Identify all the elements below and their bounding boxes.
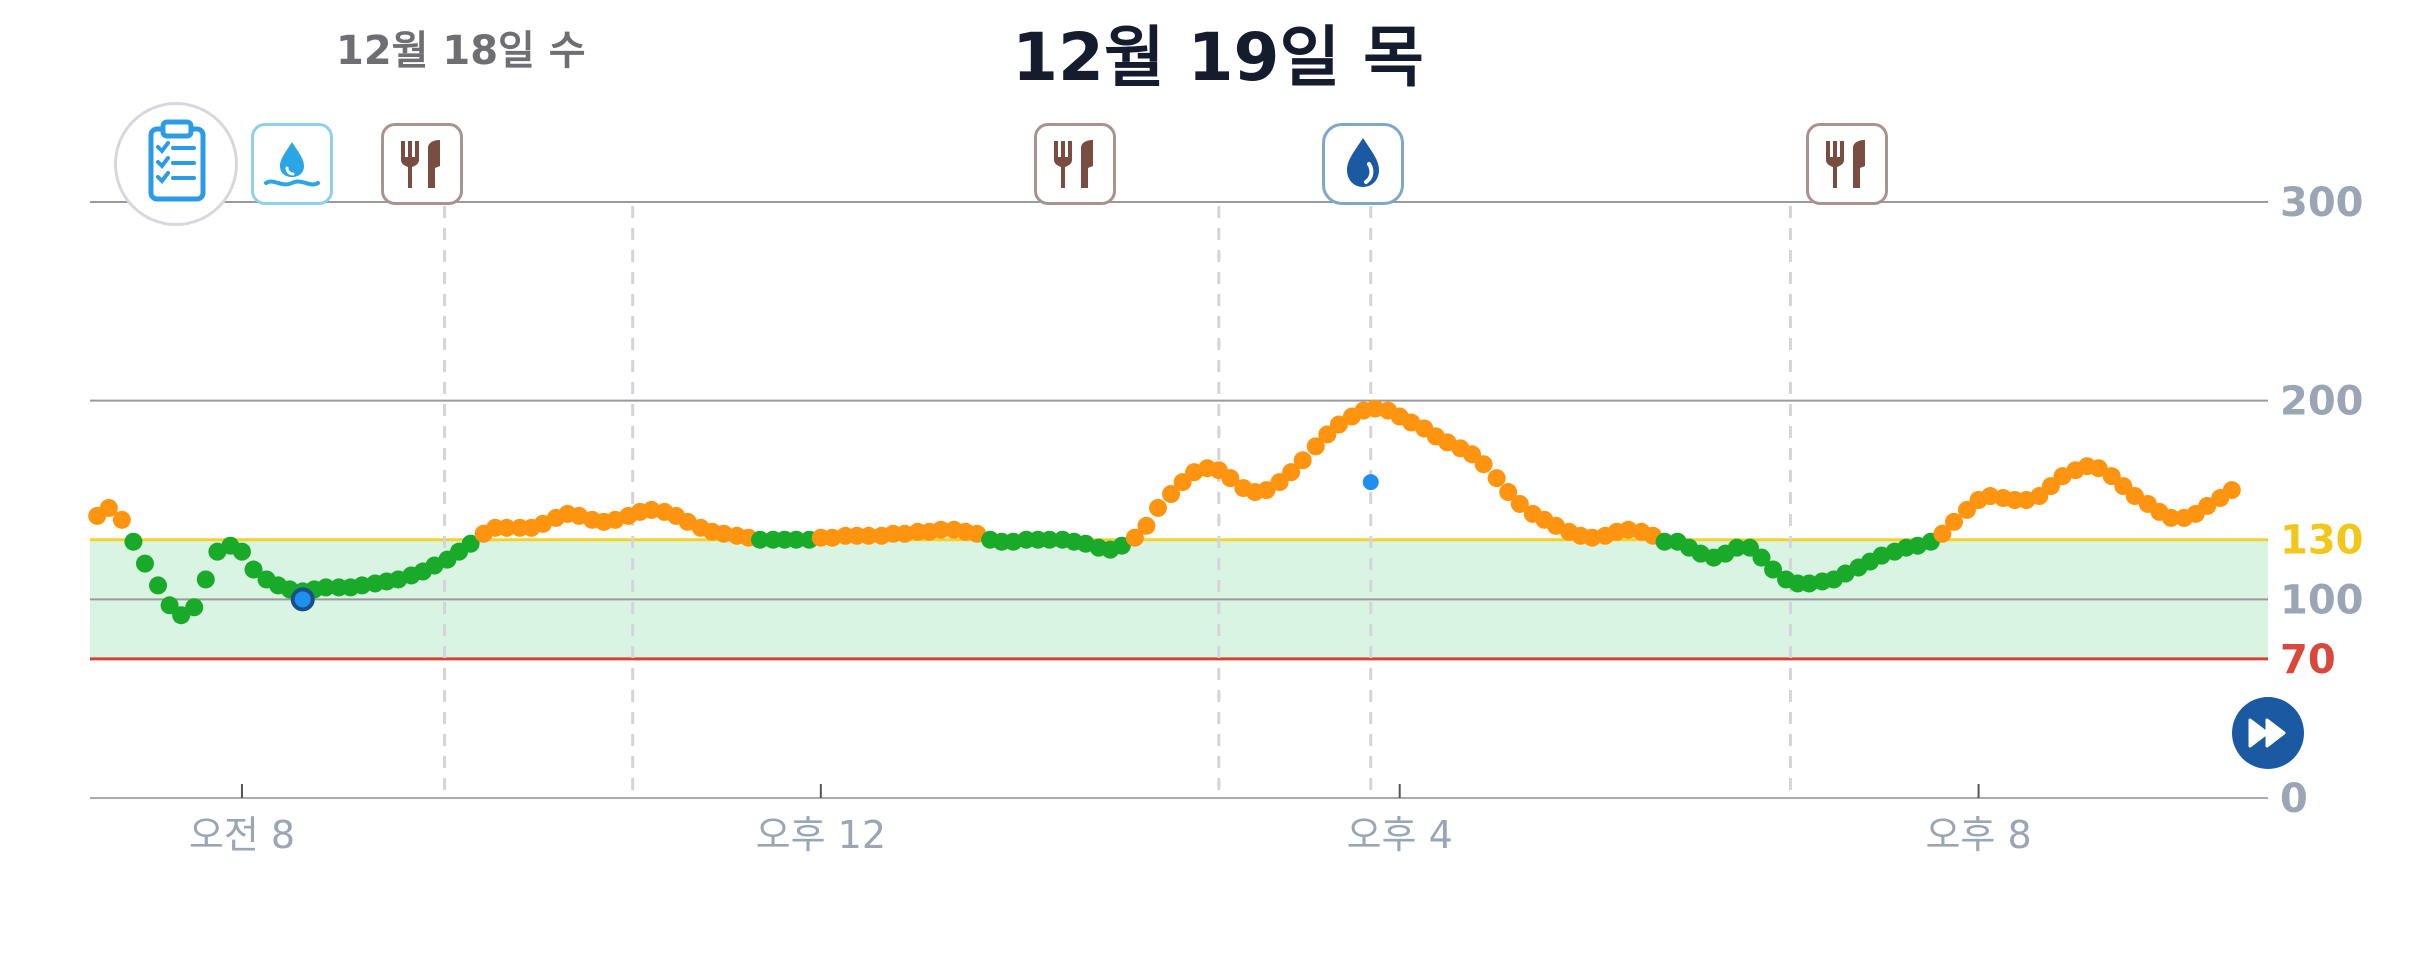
glucose-point-116	[1487, 469, 1506, 488]
water-drop-wave-icon	[264, 142, 320, 187]
manual-reading-1	[1362, 474, 1379, 491]
clipboard-checklist-icon	[148, 119, 206, 202]
y-tick-label-300: 300	[2280, 180, 2364, 226]
glucose-point-139	[1764, 560, 1783, 579]
glucose-point-1	[99, 498, 118, 517]
glucose-point-89	[1162, 485, 1181, 504]
glucose-point-12	[232, 542, 251, 561]
glucose-point-88	[1149, 498, 1168, 517]
glucose-point-117	[1499, 483, 1518, 502]
y-tick-label-130: 130	[2280, 518, 2364, 564]
glucose-point-154	[1944, 512, 1963, 531]
event-meal-icon-0[interactable]	[381, 123, 463, 205]
glucose-point-31	[461, 534, 480, 553]
y-tick-label-0: 0	[2280, 776, 2308, 822]
x-tick-label-16: 오후 4	[1347, 813, 1453, 857]
glucose-point-153	[1933, 524, 1952, 543]
glucose-point-103	[1329, 415, 1348, 434]
glucose-point-4	[135, 554, 154, 573]
glucose-point-138	[1752, 548, 1771, 567]
glucose-point-55	[751, 530, 770, 549]
glucose-point-79	[1040, 530, 1059, 549]
glucose-point-2	[112, 510, 131, 529]
glucose-point-19	[316, 578, 335, 597]
x-tick-label-20: 오후 8	[1925, 813, 2031, 857]
fork-knife-icon	[401, 140, 440, 188]
fork-knife-icon	[1054, 140, 1093, 188]
glucose-point-58	[787, 530, 806, 549]
glucose-point-5	[149, 576, 168, 595]
glucose-point-64	[859, 526, 878, 545]
glucose-point-136	[1727, 538, 1746, 557]
glucose-point-130	[1655, 532, 1674, 551]
current-date-title: 12월 19일 목	[1012, 19, 1424, 96]
y-tick-label-100: 100	[2280, 577, 2364, 623]
fork-knife-icon	[1826, 140, 1865, 188]
y-tick-label-200: 200	[2280, 379, 2364, 425]
glucose-point-100	[1293, 451, 1312, 470]
previous-day-label[interactable]: 12월 18일 수	[336, 28, 586, 74]
glucose-point-99	[1282, 463, 1301, 482]
glucose-point-34	[497, 518, 516, 537]
glucose-point-87	[1137, 516, 1156, 535]
event-water-icon-1[interactable]	[1322, 123, 1404, 205]
glucose-point-101	[1306, 437, 1325, 456]
glucose-point-118	[1510, 494, 1529, 513]
glucose-point-85	[1112, 536, 1131, 555]
glucose-point-86	[1125, 528, 1144, 547]
x-tick-label-12: 오후 12	[756, 813, 886, 857]
glucose-point-97	[1257, 481, 1276, 500]
glucose-point-7	[172, 606, 191, 625]
glucose-point-169	[2125, 487, 2144, 506]
water-drop-icon	[1347, 138, 1379, 187]
glucose-point-3	[124, 532, 143, 551]
logbook-button[interactable]	[114, 102, 238, 226]
x-tick-label-8: 오전 8	[189, 813, 295, 857]
glucose-point-177	[2222, 481, 2241, 500]
jump-to-latest-button[interactable]	[2232, 697, 2304, 769]
event-meal-icon-1[interactable]	[1034, 123, 1116, 205]
event-water-icon-0[interactable]	[251, 123, 333, 205]
manual-reading-0	[290, 587, 315, 612]
glucose-point-13	[244, 560, 263, 579]
glucose-point-70	[931, 520, 950, 539]
event-meal-icon-2[interactable]	[1806, 123, 1888, 205]
glucose-point-94	[1221, 469, 1240, 488]
fast-forward-icon	[2248, 718, 2286, 748]
glucose-point-172	[2162, 508, 2181, 527]
glucose-point-9	[196, 570, 215, 589]
glucose-point-115	[1474, 455, 1493, 474]
glucose-point-166	[2089, 459, 2108, 478]
glucose-point-8	[185, 598, 204, 617]
glucose-point-175	[2198, 496, 2217, 515]
y-tick-label-70: 70	[2280, 637, 2336, 683]
